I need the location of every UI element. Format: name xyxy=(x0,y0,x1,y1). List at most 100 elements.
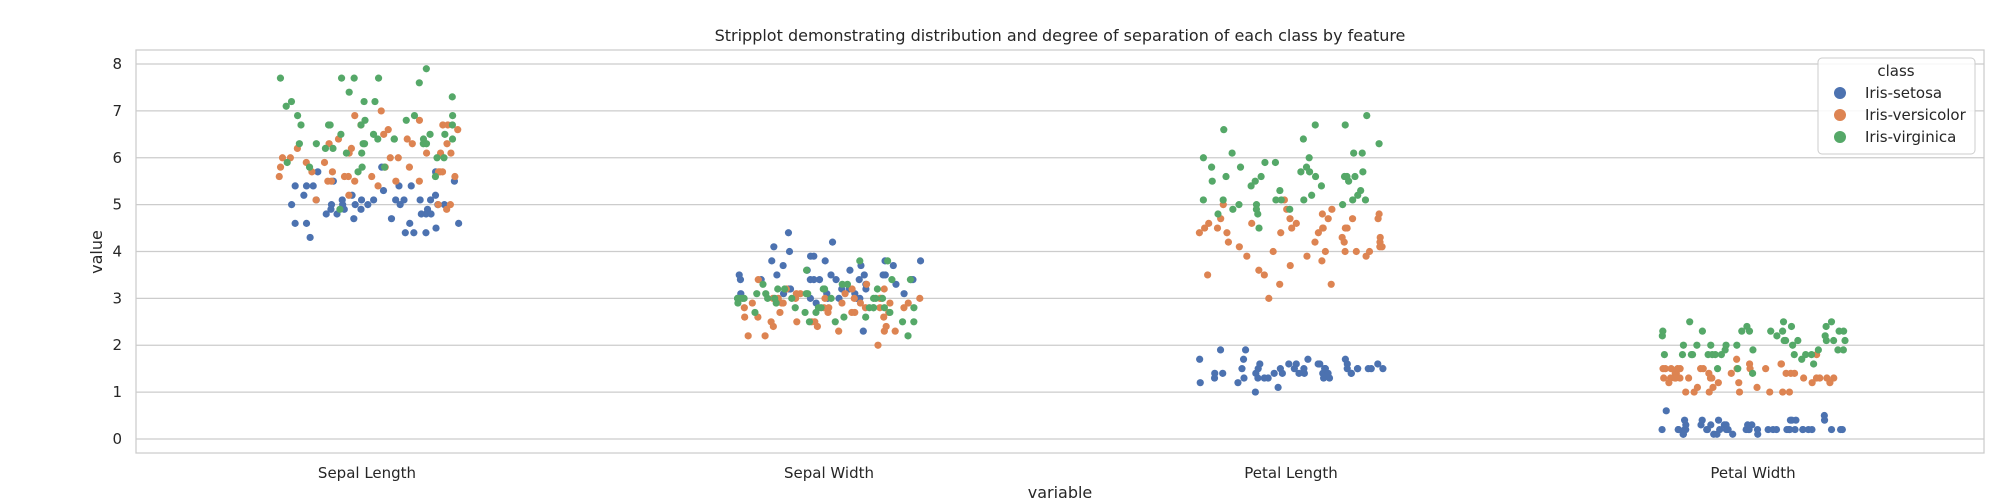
data-point xyxy=(1238,365,1246,373)
data-point xyxy=(434,201,442,209)
data-point xyxy=(1199,154,1208,162)
data-point xyxy=(1361,196,1370,204)
data-point xyxy=(1241,346,1250,354)
data-point xyxy=(1288,224,1296,232)
data-point xyxy=(1341,355,1349,363)
data-point xyxy=(300,191,308,199)
data-point xyxy=(1208,177,1216,185)
data-point xyxy=(846,266,854,274)
data-point xyxy=(1376,238,1384,246)
data-point xyxy=(1216,346,1225,354)
x-tick-label: Petal Length xyxy=(1244,464,1338,482)
data-point xyxy=(1308,191,1316,199)
data-point xyxy=(1205,219,1213,227)
data-point xyxy=(1830,336,1838,345)
data-point xyxy=(1794,336,1802,345)
data-point xyxy=(427,210,435,218)
data-point xyxy=(1229,205,1237,213)
data-point xyxy=(374,135,382,143)
data-point xyxy=(448,121,457,129)
data-point xyxy=(369,130,378,138)
data-point xyxy=(1219,369,1227,377)
data-point xyxy=(293,112,302,120)
data-point xyxy=(314,168,322,176)
data-point xyxy=(1822,322,1830,331)
data-point xyxy=(892,280,900,288)
data-point xyxy=(1814,346,1822,354)
data-point xyxy=(1277,196,1285,204)
data-point xyxy=(370,196,378,204)
data-point xyxy=(1777,360,1786,368)
data-point xyxy=(302,219,311,227)
data-point xyxy=(740,304,748,312)
data-point xyxy=(1195,229,1203,237)
data-point xyxy=(360,140,369,148)
data-point xyxy=(451,172,459,181)
data-point xyxy=(767,318,775,326)
data-point xyxy=(1272,196,1280,204)
data-point xyxy=(403,135,411,143)
data-point xyxy=(1220,126,1228,134)
data-point xyxy=(748,299,756,307)
data-point xyxy=(916,294,924,302)
data-point xyxy=(886,308,894,317)
legend-marker xyxy=(1834,87,1846,99)
data-point xyxy=(1710,430,1718,438)
data-point xyxy=(278,154,287,162)
data-point xyxy=(287,97,296,106)
data-point xyxy=(1678,350,1687,359)
data-point xyxy=(1324,369,1332,377)
data-point xyxy=(880,285,888,293)
data-point xyxy=(1240,374,1248,382)
data-point xyxy=(768,257,776,265)
x-tick-label: Sepal Width xyxy=(784,464,874,482)
data-point xyxy=(780,285,789,293)
data-point xyxy=(784,229,793,237)
data-point xyxy=(309,182,317,190)
y-tick-label: 3 xyxy=(112,289,122,307)
data-point xyxy=(878,294,887,302)
data-point xyxy=(1199,196,1207,204)
data-point xyxy=(320,158,329,167)
data-point xyxy=(1742,425,1750,434)
data-point xyxy=(1754,430,1762,438)
data-point xyxy=(773,271,781,279)
data-point xyxy=(804,290,812,298)
data-point xyxy=(1379,365,1387,373)
data-point xyxy=(1835,327,1843,335)
y-axis-title: value xyxy=(87,230,106,274)
data-point xyxy=(1830,374,1838,382)
data-point xyxy=(874,341,882,349)
data-point xyxy=(455,219,463,227)
data-point xyxy=(1790,350,1798,359)
data-point xyxy=(1265,294,1273,302)
data-point xyxy=(337,130,345,138)
data-point xyxy=(295,140,303,148)
data-point xyxy=(1766,388,1774,396)
data-point xyxy=(1341,121,1349,129)
data-point xyxy=(1290,365,1298,373)
data-point xyxy=(1247,182,1255,190)
data-point xyxy=(448,135,457,143)
data-point xyxy=(1305,154,1313,162)
data-point xyxy=(357,196,366,204)
data-point xyxy=(1341,247,1349,256)
data-point xyxy=(1745,327,1754,335)
data-point xyxy=(1305,168,1314,176)
data-point xyxy=(410,229,418,237)
data-point xyxy=(1219,196,1227,204)
legend-marker xyxy=(1834,109,1846,121)
data-point xyxy=(779,299,787,307)
data-point xyxy=(448,93,456,101)
data-point xyxy=(291,219,299,227)
data-point xyxy=(1738,327,1746,335)
y-tick-labels: 0 1 2 3 4 5 6 7 8 xyxy=(112,55,122,448)
data-point xyxy=(1735,388,1744,396)
data-point xyxy=(305,163,314,171)
data-point xyxy=(400,196,408,204)
data-point xyxy=(384,126,392,134)
data-point xyxy=(1749,346,1757,354)
data-point xyxy=(1316,360,1324,368)
data-point xyxy=(855,276,863,284)
y-grid xyxy=(136,63,1984,440)
